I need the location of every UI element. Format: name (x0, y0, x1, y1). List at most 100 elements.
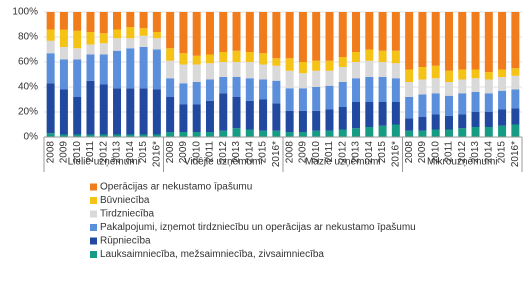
bar-segment (444, 70, 453, 82)
bar-segment (471, 78, 480, 92)
x-tick-label: 2016* (271, 141, 282, 167)
bar-segment (73, 12, 82, 31)
x-tick-label: 2009 (417, 141, 428, 164)
bar-segment (245, 129, 254, 137)
bar-segment (431, 12, 440, 66)
bar-segment (498, 12, 507, 70)
x-tick-label: 2012 (218, 141, 229, 164)
bar-segment (484, 112, 493, 127)
bar-segment (113, 29, 122, 39)
bar-segment (338, 129, 347, 137)
x-tick-label: 2011 (324, 141, 335, 163)
bar-segment (259, 79, 268, 100)
x-tick-label: 2014 (244, 141, 255, 164)
bar-segment (338, 12, 347, 57)
legend-swatch (90, 210, 97, 218)
bar-segment (312, 110, 321, 131)
bar-segment (86, 134, 95, 137)
bar-segment (352, 12, 361, 52)
bar-segment (259, 12, 268, 54)
bar-segment (46, 40, 55, 54)
bar-segment (431, 78, 440, 94)
bar-segment (73, 48, 82, 60)
bar-segment (498, 69, 507, 77)
bar-segment (365, 60, 374, 77)
group-label: Lielie uzņēmumi (68, 157, 140, 168)
x-tick-label: 2013 (231, 141, 242, 164)
bar-segment (312, 130, 321, 137)
bar-segment (205, 12, 214, 55)
bar-segment (498, 125, 507, 137)
bar-segment (378, 102, 387, 126)
bar-segment (338, 67, 347, 82)
bar-segment (59, 89, 68, 135)
bar-segment (338, 82, 347, 107)
bar-segment (458, 69, 467, 80)
bar-segment (219, 77, 228, 94)
bar-segment (73, 30, 82, 49)
bar-segment (325, 130, 334, 137)
legend-label: Tirdzniecība (100, 209, 155, 220)
y-tick-label: 40% (18, 82, 38, 93)
bar-segment (99, 54, 108, 85)
x-tick-label: 2008 (45, 141, 56, 164)
bar-segment (391, 124, 400, 137)
bar-segment (139, 88, 148, 135)
bar-segment (511, 68, 520, 76)
bar-segment (418, 130, 427, 137)
bar-segment (232, 62, 241, 77)
bar-segment (139, 12, 148, 29)
bar-segment (126, 27, 135, 39)
bar-segment (458, 128, 467, 137)
bar-segment (46, 29, 55, 41)
bar-segment (86, 80, 95, 135)
bar-segment (285, 58, 294, 71)
x-tick-label: 2016* (391, 141, 402, 167)
x-tick-label: 2011 (205, 141, 216, 163)
bar-segment (219, 93, 228, 131)
bar-segment (245, 52, 254, 62)
legend-swatch (90, 251, 97, 258)
y-tick-label: 80% (18, 32, 38, 43)
bar-segment (405, 118, 414, 131)
bar-segment (511, 12, 520, 69)
bar-segment (113, 134, 122, 137)
bar-segment (471, 12, 480, 70)
bar-segment (484, 12, 493, 72)
bar-segment (352, 128, 361, 137)
bar-segment (179, 132, 188, 137)
bar-segment (179, 53, 188, 65)
bar-segment (86, 54, 95, 81)
bar-segment (458, 12, 467, 70)
x-tick-label: 2012 (337, 141, 348, 164)
bar-segment (405, 69, 414, 82)
bar-segment (205, 132, 214, 137)
bar-segment (192, 104, 201, 132)
bar-segment (431, 65, 440, 79)
bar-segment (418, 12, 427, 67)
bar-segment (298, 110, 307, 132)
x-tick-label: 2015 (138, 141, 149, 164)
bar-segment (179, 104, 188, 132)
bar-segment (139, 35, 148, 47)
bar-segment (431, 93, 440, 115)
bar-segment (484, 72, 493, 80)
x-tick-label: 2009 (178, 141, 189, 164)
bar-segment (46, 12, 55, 30)
bar-segment (139, 47, 148, 89)
bar-segment (285, 12, 294, 59)
bar-segment (99, 84, 108, 135)
x-tick-label: 2015 (258, 141, 269, 164)
legend-label: Rūpniecība (100, 236, 151, 247)
y-tick-label: 100% (12, 7, 38, 18)
bar-segment (325, 109, 334, 131)
bar-segment (444, 82, 453, 96)
x-tick-label: 2013 (470, 141, 481, 164)
x-tick-label: 2008 (165, 141, 176, 164)
bar-segment (484, 79, 493, 94)
bar-segment (99, 12, 108, 34)
bar-segment (245, 62, 254, 79)
bar-segment (166, 48, 175, 61)
bar-segment (471, 127, 480, 137)
bar-segment (259, 99, 268, 131)
